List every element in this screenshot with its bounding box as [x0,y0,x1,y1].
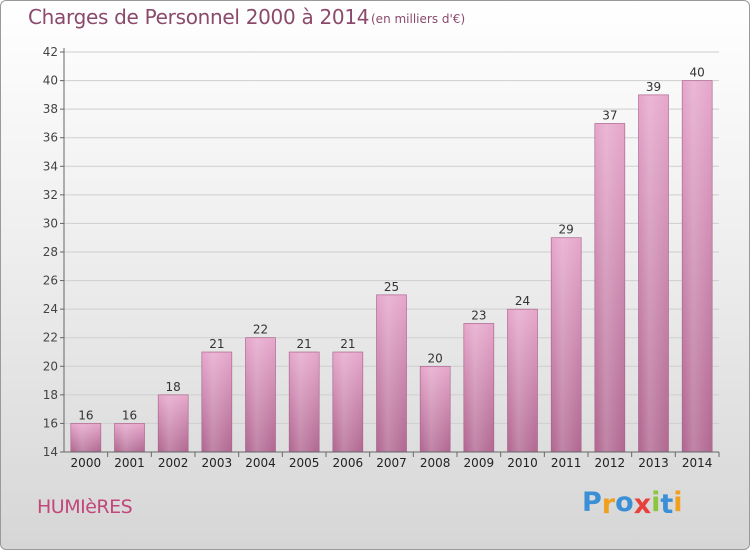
data-label: 21 [297,337,312,351]
data-label: 18 [166,380,181,394]
x-tick-label: 2011 [551,456,582,470]
bar-sheen [378,295,405,452]
bar-sheen [422,367,449,452]
x-tick-label: 2007 [376,456,407,470]
logo-letter: i [651,487,661,518]
logo-letter: P [582,487,602,518]
axes [60,48,720,457]
x-tick-label: 2002 [158,456,189,470]
x-tick-label: 2006 [333,456,364,470]
logo-letter: i [673,487,683,518]
bars [70,80,713,453]
y-tick-label: 18 [43,388,58,402]
x-tick-label: 2010 [507,456,538,470]
logo-letter: r [601,489,616,520]
y-tick-label: 22 [43,331,58,345]
chart-title: Charges de Personnel 2000 à 2014 [28,5,370,29]
data-label: 16 [78,408,93,422]
data-label: 24 [515,294,530,308]
x-tick-label: 2003 [202,456,233,470]
x-tick-label: 2005 [289,456,320,470]
data-label: 20 [428,351,443,365]
data-label: 37 [602,108,617,122]
data-label: 23 [471,308,486,322]
proxiti-logo[interactable]: Proxiti [582,487,683,520]
bar-sheen [116,424,143,452]
bar-sheen [684,81,711,453]
bar-sheen [247,338,274,452]
x-tick-label: 2008 [420,456,451,470]
logo-letter: o [615,487,634,518]
y-tick-label: 40 [43,74,58,88]
y-tick-label: 24 [43,302,58,316]
data-labels: 16 16 18 21 22 21 21 25 20 23 24 29 37 39 40 [78,66,705,423]
x-tick-label: 2012 [595,456,626,470]
logo-letter: x [633,489,652,520]
y-tick-label: 30 [43,216,58,230]
data-label: 21 [340,337,355,351]
bar-sheen [203,353,230,452]
bar-sheen [160,395,187,452]
x-tick-labels: 2000 2001 2002 2003 2004 2005 2006 2007 2008 2009… [71,456,713,470]
y-tick-label: 42 [43,45,58,59]
data-label: 39 [646,80,661,94]
y-tick-labels: 14 16 18 20 22 24 26 28 30 32 34 36 38 40 42 [43,45,58,459]
data-label: 16 [122,408,137,422]
chart-subtitle: (en milliers d'€) [371,12,466,26]
y-tick-label: 38 [43,102,58,116]
bar-sheen [291,353,318,452]
x-tick-label: 2004 [245,456,276,470]
y-tick-label: 34 [43,159,58,173]
y-tick-label: 32 [43,188,58,202]
y-tick-label: 20 [43,359,58,373]
y-tick-label: 36 [43,131,58,145]
y-tick-label: 28 [43,245,58,259]
x-tick-label: 2000 [71,456,102,470]
bar-sheen [596,124,623,452]
data-label: 40 [690,66,705,80]
bar-sheen [509,310,536,452]
logo-letter: t [660,489,674,520]
x-tick-label: 2001 [114,456,145,470]
bar-sheen [553,238,580,452]
bar-sheen [640,95,667,452]
data-label: 25 [384,280,399,294]
data-label: 21 [209,337,224,351]
bar-sheen [334,353,361,452]
x-tick-label: 2013 [638,456,669,470]
x-tick-label: 2009 [464,456,495,470]
y-tick-label: 14 [43,445,58,459]
y-tick-label: 26 [43,274,58,288]
data-label: 29 [559,223,574,237]
bar-sheen [72,424,99,452]
commune-name: HUMIèRES [37,496,133,518]
data-label: 22 [253,323,268,337]
y-tick-label: 16 [43,416,58,430]
x-tick-label: 2014 [682,456,713,470]
bar-sheen [465,324,492,452]
